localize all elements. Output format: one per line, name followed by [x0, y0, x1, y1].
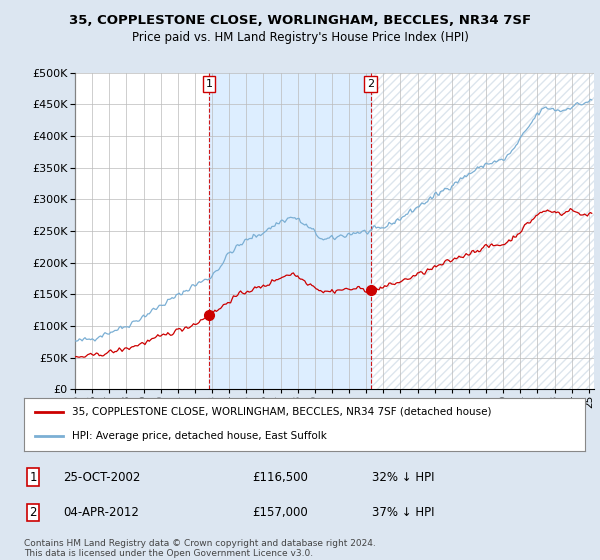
Text: 1: 1 [205, 79, 212, 89]
Bar [371, 73, 600, 389]
Bar [209, 73, 371, 389]
Text: 25-OCT-2002: 25-OCT-2002 [63, 470, 140, 484]
Text: 04-APR-2012: 04-APR-2012 [63, 506, 139, 519]
Text: 32% ↓ HPI: 32% ↓ HPI [372, 470, 434, 484]
Text: HPI: Average price, detached house, East Suffolk: HPI: Average price, detached house, East… [71, 431, 326, 441]
Text: 2: 2 [367, 79, 374, 89]
Text: 37% ↓ HPI: 37% ↓ HPI [372, 506, 434, 519]
Text: £116,500: £116,500 [252, 470, 308, 484]
Text: 35, COPPLESTONE CLOSE, WORLINGHAM, BECCLES, NR34 7SF (detached house): 35, COPPLESTONE CLOSE, WORLINGHAM, BECCL… [71, 407, 491, 417]
Text: Price paid vs. HM Land Registry's House Price Index (HPI): Price paid vs. HM Land Registry's House … [131, 31, 469, 44]
Text: Contains HM Land Registry data © Crown copyright and database right 2024.
This d: Contains HM Land Registry data © Crown c… [24, 539, 376, 558]
Text: 1: 1 [29, 470, 37, 484]
Text: £157,000: £157,000 [252, 506, 308, 519]
Text: 2: 2 [29, 506, 37, 519]
Text: 35, COPPLESTONE CLOSE, WORLINGHAM, BECCLES, NR34 7SF: 35, COPPLESTONE CLOSE, WORLINGHAM, BECCL… [69, 14, 531, 27]
Bar [371, 73, 600, 389]
